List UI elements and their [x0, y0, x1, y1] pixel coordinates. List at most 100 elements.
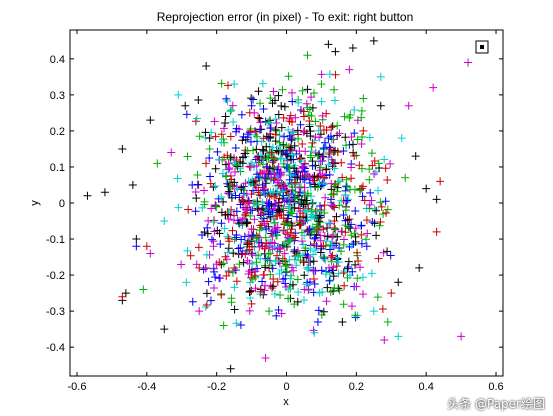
- scatter-point: [275, 176, 284, 185]
- scatter-point: [203, 223, 212, 232]
- scatter-point: [325, 150, 334, 159]
- scatter-point: [246, 287, 255, 296]
- scatter-point: [355, 161, 364, 170]
- scatter-point: [341, 206, 350, 215]
- scatter-point: [383, 247, 392, 256]
- scatter-point: [374, 254, 383, 263]
- scatter-point: [238, 136, 247, 145]
- scatter-point: [257, 137, 266, 146]
- scatter-point: [343, 196, 352, 205]
- scatter-point: [282, 150, 291, 159]
- scatter-point: [299, 240, 308, 249]
- scatter-point: [227, 294, 236, 303]
- scatter-point: [326, 287, 335, 296]
- scatter-point: [188, 297, 197, 306]
- scatter-point: [275, 138, 284, 147]
- scatter-point: [370, 205, 379, 214]
- scatter-point: [307, 142, 316, 151]
- scatter-point: [277, 210, 286, 219]
- scatter-point: [286, 274, 295, 283]
- scatter-point: [381, 164, 390, 173]
- scatter-point: [330, 180, 339, 189]
- scatter-point: [287, 117, 296, 126]
- scatter-point: [220, 153, 229, 162]
- scatter-point: [356, 186, 365, 195]
- scatter-point: [316, 236, 325, 245]
- scatter-point: [242, 205, 251, 214]
- scatter-point: [304, 252, 313, 261]
- scatter-point: [247, 299, 256, 308]
- scatter-point: [239, 258, 248, 267]
- scatter-point: [383, 317, 392, 326]
- scatter-point: [222, 271, 231, 280]
- scatter-point: [210, 216, 219, 225]
- scatter-point: [275, 243, 284, 252]
- x-tick-label: -0.2: [207, 381, 226, 393]
- scatter-point: [294, 288, 303, 297]
- scatter-point: [200, 186, 209, 195]
- scatter-point: [370, 169, 379, 178]
- scatter-point: [317, 181, 326, 190]
- scatter-point: [381, 197, 390, 206]
- scatter-point: [330, 217, 339, 226]
- scatter-point: [201, 128, 210, 137]
- scatter-point: [321, 193, 330, 202]
- scatter-point: [206, 296, 215, 305]
- scatter-point: [272, 311, 281, 320]
- scatter-point: [320, 138, 329, 147]
- scatter-point: [309, 257, 318, 266]
- scatter-point: [303, 51, 312, 60]
- scatter-point: [236, 321, 245, 330]
- scatter-point: [273, 277, 282, 286]
- scatter-point: [329, 272, 338, 281]
- scatter-point: [327, 190, 336, 199]
- scatter-point: [205, 154, 214, 163]
- scatter-point: [330, 164, 339, 173]
- scatter-point: [118, 292, 127, 301]
- scatter-point: [224, 159, 233, 168]
- scatter-point: [269, 274, 278, 283]
- scatter-point: [267, 148, 276, 157]
- scatter-point: [339, 269, 348, 278]
- scatter-point: [422, 184, 431, 193]
- scatter-point: [367, 196, 376, 205]
- scatter-point: [303, 85, 312, 94]
- scatter-point: [327, 240, 336, 249]
- scatter-point: [318, 111, 327, 120]
- scatter-point: [356, 263, 365, 272]
- scatter-point: [294, 98, 303, 107]
- scatter-point: [252, 200, 261, 209]
- scatter-point: [339, 300, 348, 309]
- scatter-point: [233, 162, 242, 171]
- scatter-point: [183, 246, 192, 255]
- scatter-point: [316, 218, 325, 227]
- scatter-point: [181, 101, 190, 110]
- scatter-point: [324, 40, 333, 49]
- scatter-point: [217, 192, 226, 201]
- scatter-point: [366, 188, 375, 197]
- scatter-point: [290, 247, 299, 256]
- scatter-point: [306, 213, 315, 222]
- scatter-point: [226, 132, 235, 141]
- scatter-point: [252, 234, 261, 243]
- scatter-point: [345, 65, 354, 74]
- scatter-point: [255, 125, 264, 134]
- scatter-point: [328, 251, 337, 260]
- scatter-point: [359, 290, 368, 299]
- scatter-point: [202, 300, 211, 309]
- scatter-point: [320, 201, 329, 210]
- scatter-point: [230, 283, 239, 292]
- scatter-point: [464, 58, 473, 67]
- scatter-point: [372, 231, 381, 240]
- scatter-point: [264, 199, 273, 208]
- scatter-point: [232, 207, 241, 216]
- scatter-point: [262, 142, 271, 151]
- scatter-point: [285, 236, 294, 245]
- scatter-point: [219, 259, 228, 268]
- scatter-point: [211, 181, 220, 190]
- scatter-point: [251, 127, 260, 136]
- scatter-point: [142, 242, 151, 251]
- scatter-point: [232, 319, 241, 328]
- scatter-point: [312, 223, 321, 232]
- scatter-point: [167, 148, 176, 157]
